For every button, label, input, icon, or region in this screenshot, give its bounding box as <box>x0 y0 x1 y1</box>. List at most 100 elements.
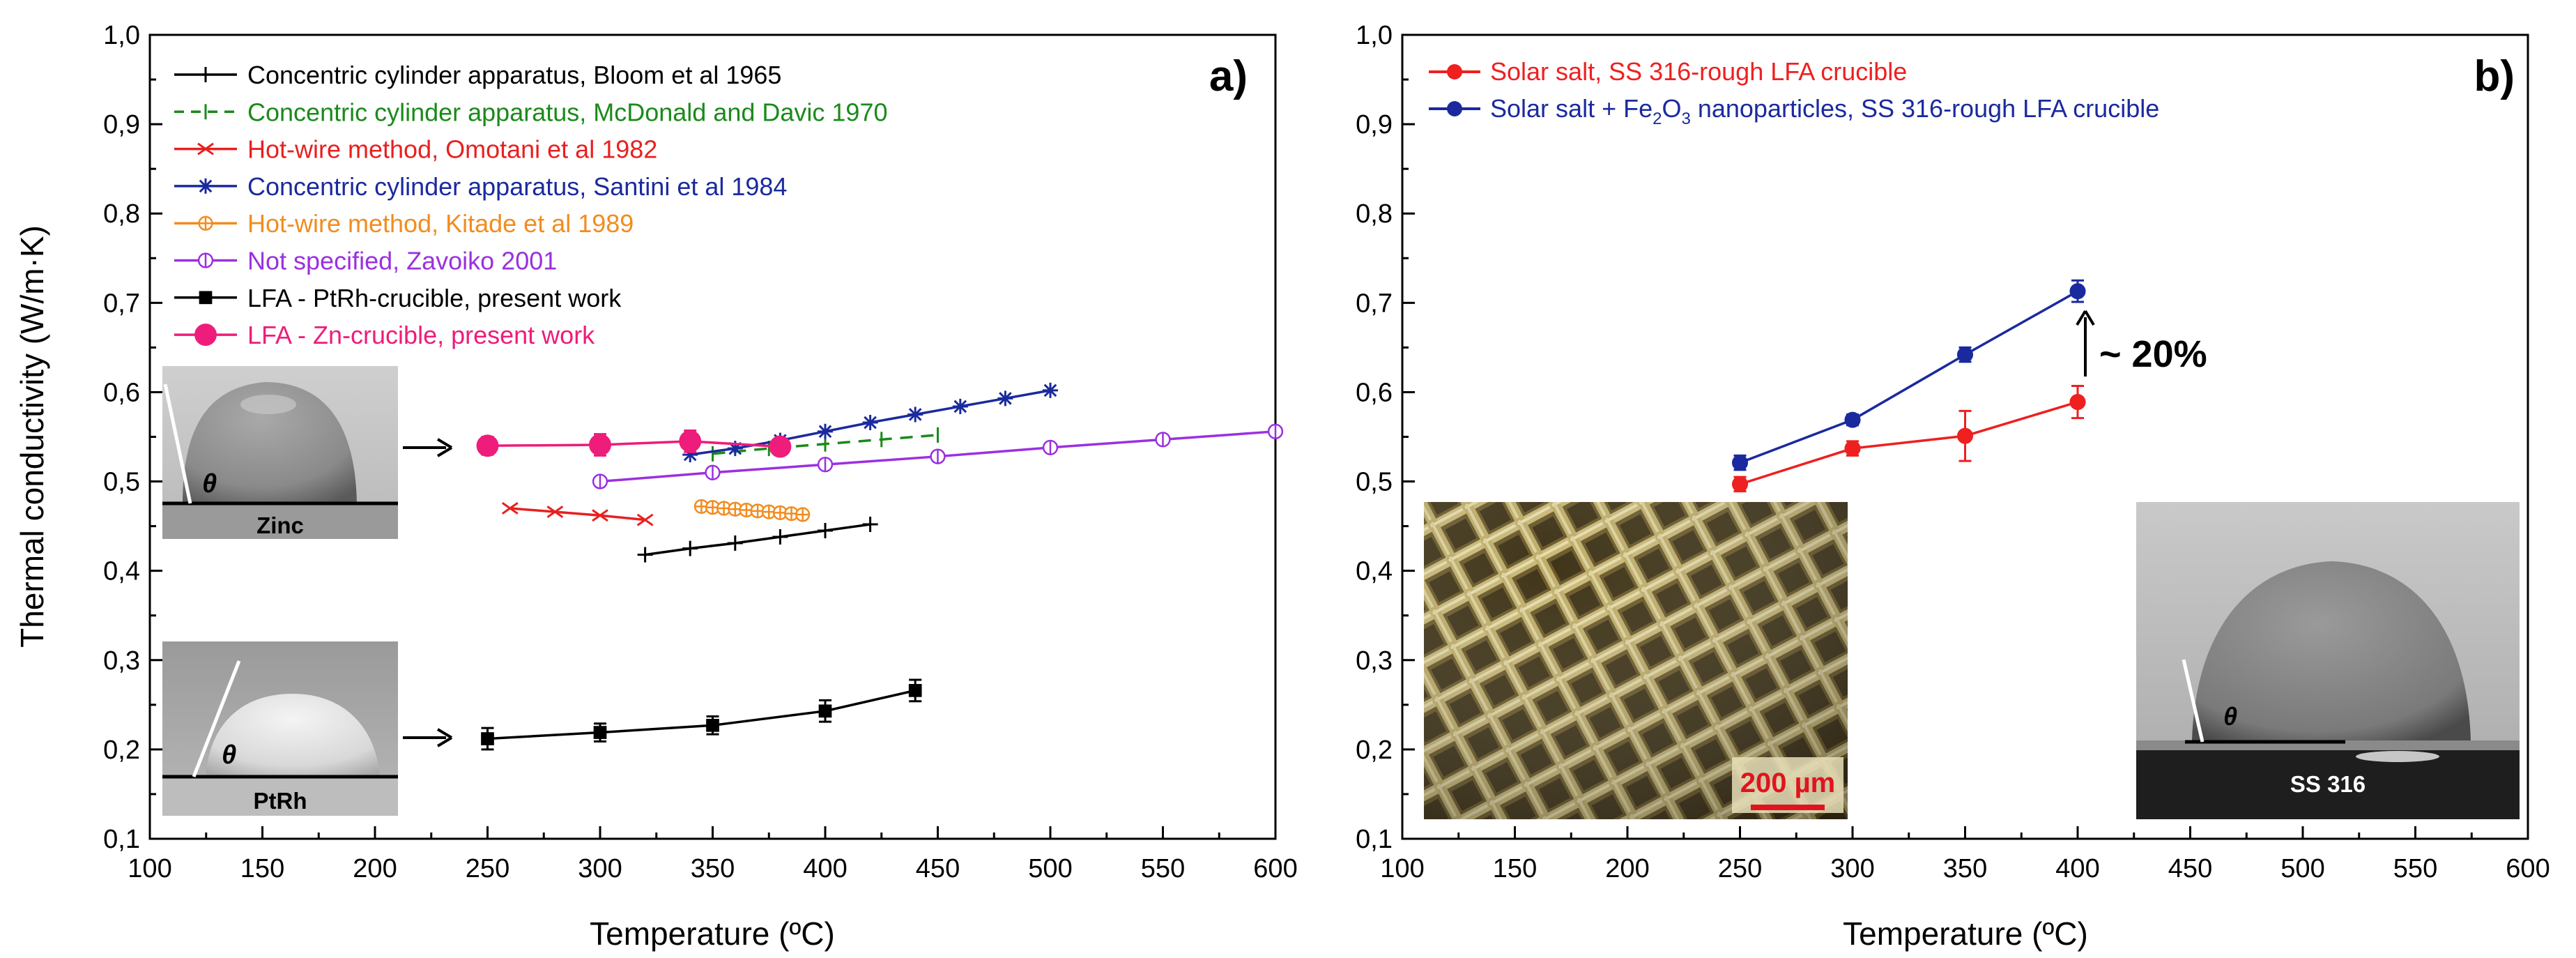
legend-item-7: LFA - Zn-crucible, present work <box>174 321 595 349</box>
y-tick-label: 0,5 <box>103 468 140 497</box>
ptrh-theta: θ <box>222 740 236 770</box>
x-tick-label: 300 <box>578 854 622 883</box>
axes-b: 100 150 200 250 300 350 400 450 500 550 600 0,1 0,2 0… <box>1356 21 2550 883</box>
ptrh-drop-image: θ PtRh <box>162 641 398 816</box>
series-line <box>487 689 916 740</box>
marker-square <box>481 732 494 745</box>
series-4 <box>693 499 811 522</box>
legend-item-solar-salt-fe2o3: Solar salt + Fe2O3 nanoparticles, SS 316… <box>1429 94 2159 128</box>
zinc-drop-image: θ Zinc <box>162 366 398 539</box>
y-tick-label: 0,7 <box>103 289 140 318</box>
series-group-b <box>1731 279 2086 493</box>
y-tick-label: 0,5 <box>1356 468 1393 497</box>
series-line <box>1739 290 2078 464</box>
marker-circle <box>2069 283 2086 300</box>
marker-x-b <box>501 502 519 515</box>
series-group-a <box>476 382 1284 751</box>
legend-item-2: Hot-wire method, Omotani et al 1982 <box>174 135 657 164</box>
marker-star-d2 <box>818 425 832 439</box>
panel-label-b: b) <box>2474 52 2515 100</box>
marker-square <box>706 718 719 732</box>
legend-item-3: Concentric cylinder apparatus, Santini e… <box>174 172 787 201</box>
x-tick-label: 200 <box>353 854 397 883</box>
marker-big-circle <box>679 429 702 453</box>
series-2 <box>501 502 654 526</box>
marker-circle <box>1731 476 1749 492</box>
x-tick-label: 450 <box>916 854 960 883</box>
marker-big-circle <box>194 324 217 347</box>
x-tick-label: 350 <box>691 854 735 883</box>
marker-circle <box>2069 393 2086 411</box>
x-tick-label: 400 <box>803 854 847 883</box>
legend-label-o: O <box>1662 94 1681 123</box>
y-tick-label: 0,8 <box>1356 199 1393 229</box>
marker-star-d2 <box>999 392 1012 405</box>
marker-square <box>818 704 832 718</box>
legend-label: Not specified, Zavoiko 2001 <box>247 247 557 275</box>
y-tick-label: 0,9 <box>103 110 140 139</box>
legend-item-5: Not specified, Zavoiko 2001 <box>174 247 557 275</box>
legend-label-suffix: nanoparticles, SS 316-rough LFA crucible <box>1691 94 2159 123</box>
inset-arrows-a <box>403 438 453 747</box>
x-tick-label: 200 <box>1605 854 1649 883</box>
x-tick-label: 300 <box>1830 854 1874 883</box>
mesh-micrograph-image: 200 µm <box>1424 502 1848 819</box>
marker-circle <box>1844 411 1861 428</box>
y-axis-label-a: Thermal conductivity (W/m·K) <box>14 225 50 648</box>
y-tick-label: 0,3 <box>1356 646 1393 676</box>
series-7 <box>476 429 792 458</box>
marker-x-b <box>197 142 214 155</box>
legend-item-solar-salt: Solar salt, SS 316-rough LFA crucible <box>1429 57 1907 86</box>
y-tick-label: 0,1 <box>103 825 140 854</box>
series-0 <box>637 517 878 563</box>
marker-circle <box>1731 455 1749 471</box>
x-tick-label: 600 <box>1253 854 1297 883</box>
legend-label: Concentric cylinder apparatus, McDonald … <box>247 98 888 126</box>
y-tick-label: 0,1 <box>1356 825 1393 854</box>
x-tick-label: 150 <box>1493 854 1537 883</box>
series-line <box>1739 400 2078 486</box>
ss316-theta: θ <box>2223 702 2237 731</box>
legend-label-prefix: Solar salt + Fe <box>1490 94 1653 123</box>
y-tick-label: 0,4 <box>103 557 140 586</box>
marker-star-d2 <box>1043 383 1057 397</box>
y-tick-label: 0,4 <box>1356 557 1393 586</box>
y-tick-label: 1,0 <box>1356 21 1393 50</box>
x-tick-label: 500 <box>2280 854 2324 883</box>
legend-item-4: Hot-wire method, Kitade et al 1989 <box>174 209 634 238</box>
axes-a: 100 150 200 250 300 350 400 450 500 550 600 0,1 0,2 0… <box>103 21 1298 883</box>
marker-big-circle <box>589 434 611 456</box>
y-tick-label: 0,6 <box>103 378 140 407</box>
legend-label: Concentric cylinder apparatus, Bloom et … <box>247 61 781 89</box>
series-line <box>645 523 871 556</box>
marker-star-d2 <box>908 408 922 421</box>
ptrh-label: PtRh <box>254 788 307 814</box>
x-tick-label: 500 <box>1028 854 1072 883</box>
marker-circle <box>1956 427 1974 444</box>
series-line <box>509 507 645 522</box>
x-axis-label-a: Temperature (ºC) <box>590 915 835 952</box>
increase-annotation: ~ 20% <box>2076 310 2207 377</box>
series-5 <box>592 423 1284 489</box>
series-6 <box>481 678 922 751</box>
scale-bar-label: 200 µm <box>1740 768 1835 798</box>
marker-square <box>199 291 213 305</box>
y-tick-label: 0,2 <box>1356 736 1393 765</box>
marker-x-b <box>546 505 564 519</box>
marker-square <box>593 726 607 739</box>
legend-b: Solar salt, SS 316-rough LFA crucible So… <box>1429 57 2159 128</box>
marker-star-d2 <box>199 179 213 193</box>
marker-big-circle <box>476 434 499 457</box>
marker-star-d2 <box>953 400 967 413</box>
marker-x-b <box>636 513 654 526</box>
zinc-theta: θ <box>202 469 217 499</box>
x-tick-label: 100 <box>128 854 171 883</box>
legend-label-sub-3: 3 <box>1681 109 1690 128</box>
y-tick-label: 0,2 <box>103 736 140 765</box>
increase-label: ~ 20% <box>2099 333 2207 375</box>
series-1 <box>1731 279 2086 471</box>
legend-label-solar-salt: Solar salt, SS 316-rough LFA crucible <box>1490 57 1907 86</box>
ss316-label: SS 316 <box>2290 771 2366 797</box>
y-tick-label: 0,9 <box>1356 110 1393 139</box>
